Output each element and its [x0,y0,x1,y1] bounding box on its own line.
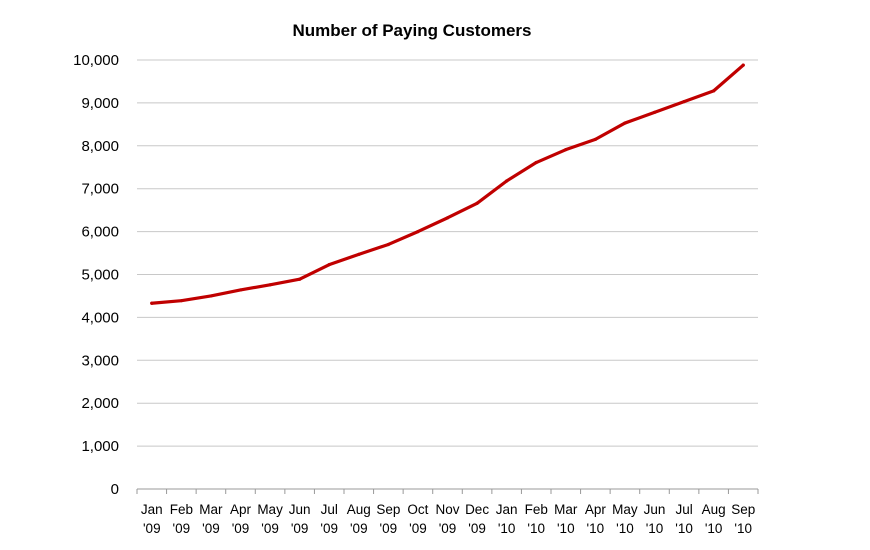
data-point [150,301,154,305]
x-tick-label-year: '09 [232,521,250,536]
y-tick-label: 8,000 [81,138,119,155]
x-tick-label-month: Mar [554,502,578,517]
x-tick-label-year: '09 [468,521,486,536]
y-tick-label: 3,000 [81,352,119,369]
y-tick-label: 10,000 [73,52,119,69]
x-axis-tick-labels: Jan '09 Feb '09 Mar '09 Apr '09 May '09 Jun '09 Jul '… [141,502,755,536]
data-point [238,288,243,292]
x-tick-label-month: Jul [675,502,692,517]
x-tick-label-month: Jun [289,502,311,517]
x-tick-label-year: '10 [705,521,723,536]
x-tick-label-month: Jun [644,502,666,517]
data-point [209,294,213,298]
x-tick-label-month: Jan [141,502,163,517]
y-tick-label: 1,000 [81,438,119,455]
x-tick-label-month: May [257,502,283,517]
data-point [534,160,538,165]
x-tick-label-month: Oct [407,502,428,517]
data-point [652,110,657,114]
gridlines [137,59,758,447]
x-tick-label-year: '10 [587,521,605,536]
series-line [150,63,745,305]
x-tick-label-year: '09 [173,521,191,536]
y-tick-label: 6,000 [81,224,119,241]
x-tick-label-month: Dec [465,502,489,517]
x-tick-label-year: '10 [675,521,693,536]
x-tick-label-month: Feb [525,502,548,517]
y-tick-label: 7,000 [81,181,119,198]
data-point [445,216,450,220]
x-tick-label-month: Jul [321,502,338,517]
x-tick-label-year: '09 [350,521,368,536]
data-point [298,277,302,281]
x-tick-label-year: '09 [380,521,398,536]
x-tick-label-year: '10 [498,521,516,536]
data-point [505,179,509,183]
x-tick-label-month: May [612,502,638,517]
x-tick-label-year: '10 [616,521,634,536]
y-tick-label: 4,000 [81,309,119,326]
x-tick-label-year: '10 [527,521,545,536]
axes [136,488,759,494]
x-tick-label-month: Nov [435,502,459,517]
data-point [623,121,627,125]
data-point [564,148,568,152]
data-point [416,230,420,234]
x-tick-label-year: '10 [734,521,752,536]
data-point [712,89,716,93]
y-tick-label: 9,000 [81,95,119,112]
data-point [593,137,597,141]
x-tick-label-month: Apr [585,502,607,517]
data-point [475,201,479,205]
x-tick-label-month: Jan [496,502,518,517]
data-point [386,242,390,247]
data-point [741,63,745,67]
x-tick-label-month: Sep [376,502,400,517]
x-tick-label-year: '09 [261,521,279,536]
y-tick-label: 2,000 [81,395,119,412]
x-tick-label-month: Aug [702,502,726,517]
data-point [327,263,331,267]
x-tick-label-month: Aug [347,502,371,517]
x-tick-label-year: '09 [291,521,309,536]
data-point [357,252,361,256]
data-point [268,283,272,287]
x-tick-label-year: '09 [202,521,220,536]
y-tick-label: 5,000 [81,267,119,284]
x-tick-label-month: Mar [199,502,223,517]
x-tick-label-year: '09 [409,521,427,536]
x-tick-label-month: Sep [731,502,755,517]
data-point [179,299,183,303]
x-tick-label-year: '09 [320,521,338,536]
x-tick-label-year: '10 [557,521,575,536]
chart-title: Number of Paying Customers [293,21,532,40]
series [150,63,745,305]
y-tick-label: 0 [111,481,119,498]
data-point [682,100,686,104]
y-axis-tick-labels: 0 1,000 2,000 3,000 4,000 5,000 6,000 7,000 8,00… [73,52,119,498]
x-tick-label-year: '10 [646,521,664,536]
x-tick-label-month: Apr [230,502,252,517]
x-tick-label-month: Feb [170,502,193,517]
x-tick-label-year: '09 [143,521,161,536]
x-tick-label-year: '09 [439,521,457,536]
